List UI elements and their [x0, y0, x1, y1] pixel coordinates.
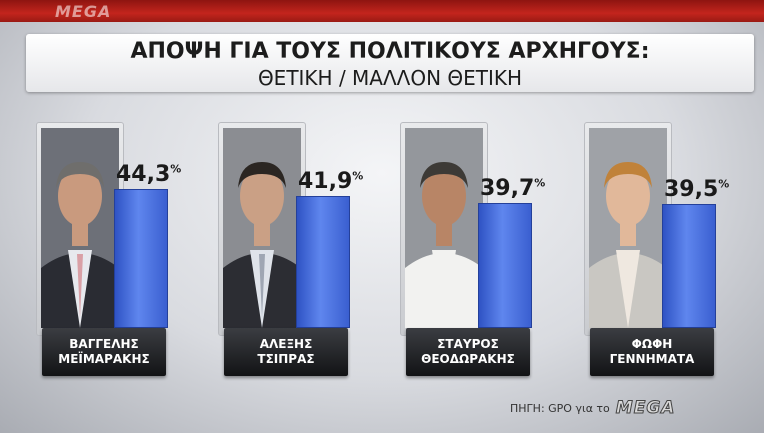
data-label-value: 41,9 — [298, 169, 353, 195]
data-label: 44,3% — [116, 162, 181, 187]
leader-name-line: ΜΕΪΜΑΡΑΚΗΣ — [58, 352, 150, 366]
leader-name-label: ΒΑΓΓΕΛΗΣ ΜΕΪΜΑΡΑΚΗΣ — [42, 328, 166, 376]
bar — [478, 202, 532, 328]
chart-subtitle: ΘΕΤΙΚΗ / ΜΑΛΛΟΝ ΘΕΤΙΚΗ — [257, 66, 523, 90]
leader-name-line: ΓΕΝΝΗΜΑΤΑ — [609, 352, 695, 366]
leader-photo-card — [400, 122, 488, 336]
leader-name-line: ΤΣΙΠΡΑΣ — [257, 352, 315, 366]
percent-sign: % — [718, 177, 730, 191]
leader-photo — [223, 128, 301, 328]
source-text: ΠΗΓΗ: GPO για το — [510, 401, 610, 415]
chart-title: ΑΠΟΨΗ ΓΙΑ ΤΟΥΣ ΠΟΛΙΤΙΚΟΥΣ ΑΡΧΗΓΟΥΣ: — [130, 39, 650, 64]
leader-name-line: ΦΩΦΗ — [631, 337, 673, 351]
data-label: 39,5% — [664, 177, 729, 202]
percent-sign: % — [352, 169, 364, 183]
leader-photo — [589, 128, 667, 328]
leader-name-line: ΣΤΑΥΡΟΣ — [437, 337, 499, 351]
percent-sign: % — [534, 176, 546, 190]
leader-name-line: ΘΕΟΔΩΡΑΚΗΣ — [421, 352, 515, 366]
data-label-value: 39,5 — [664, 176, 719, 202]
top-banner: MEGA — [0, 0, 764, 22]
leader-name-label: ΣΤΑΥΡΟΣ ΘΕΟΔΩΡΑΚΗΣ — [406, 328, 530, 376]
leader-photo-card — [584, 122, 672, 336]
leader-name-label: ΦΩΦΗ ΓΕΝΝΗΜΑΤΑ — [590, 328, 714, 376]
mega-logo: MEGA — [55, 2, 112, 21]
leader-photo-card — [36, 122, 124, 336]
leader-name-line: ΒΑΓΓΕΛΗΣ — [69, 337, 139, 351]
title-panel: ΑΠΟΨΗ ΓΙΑ ΤΟΥΣ ΠΟΛΙΤΙΚΟΥΣ ΑΡΧΗΓΟΥΣ: ΘΕΤΙ… — [26, 34, 754, 92]
percent-sign: % — [170, 162, 182, 176]
bar — [662, 203, 716, 328]
leader-photo — [405, 128, 483, 328]
source-note: ΠΗΓΗ: GPO για το MEGA — [510, 398, 676, 419]
source-mega-logo: MEGA — [615, 398, 676, 419]
leader-name-line: ΑΛΕΞΗΣ — [259, 337, 313, 351]
bar — [296, 196, 350, 328]
data-label-value: 39,7 — [480, 175, 535, 201]
leader-photo — [41, 128, 119, 328]
data-label-value: 44,3 — [116, 161, 171, 187]
data-label: 41,9% — [298, 169, 363, 194]
leader-name-label: ΑΛΕΞΗΣ ΤΣΙΠΡΑΣ — [224, 328, 348, 376]
leader-photo-card — [218, 122, 306, 336]
data-label: 39,7% — [480, 176, 545, 201]
bar — [114, 188, 168, 328]
